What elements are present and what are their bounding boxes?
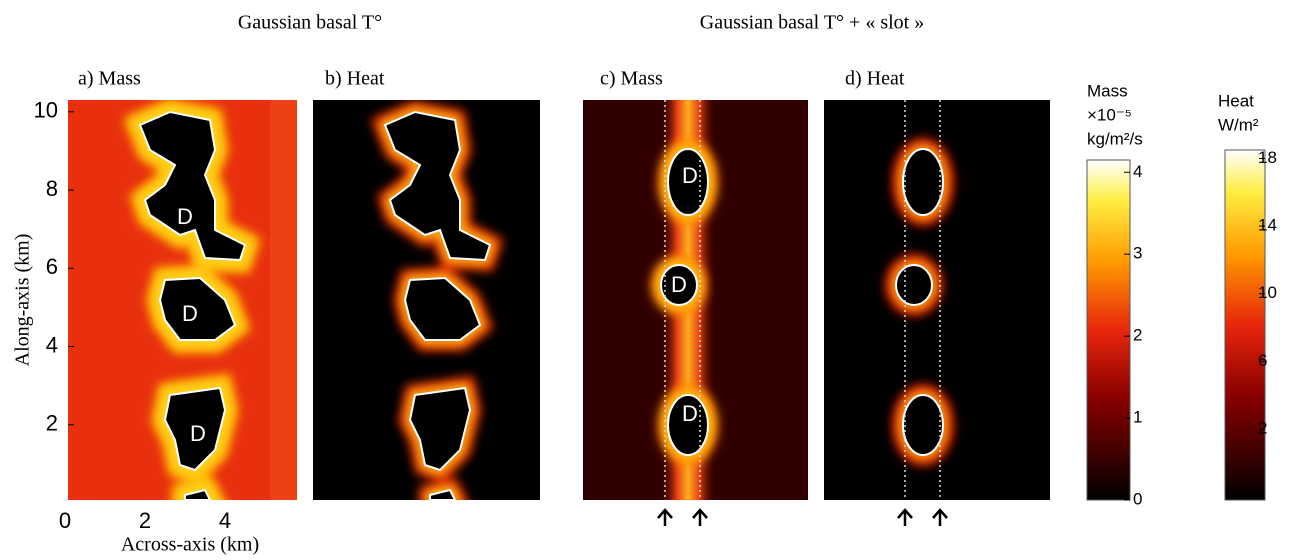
colorbar-title: Heat: [1218, 91, 1254, 110]
y-tick-label: 6: [46, 254, 58, 279]
x-tick-label: 0: [59, 508, 71, 533]
panel-b: [313, 100, 540, 500]
dome-label: D: [682, 163, 698, 188]
colorbar-tick-label: 3: [1133, 244, 1142, 263]
panel-d: [824, 100, 1050, 500]
colorbar-tick-label: 1: [1133, 408, 1142, 427]
x-tick-label: 4: [219, 508, 231, 533]
colorbar-tick-label: 6: [1258, 351, 1267, 370]
dome-label: D: [177, 204, 193, 229]
panel-label: c) Mass: [600, 68, 663, 90]
colorbar-tick-label: 2: [1258, 418, 1267, 437]
panel-label: d) Heat: [845, 68, 905, 90]
y-axis-label: Along-axis (km): [12, 234, 34, 367]
colorbar-heat: [1224, 149, 1266, 501]
colorbar-tick-label: 0: [1133, 489, 1142, 508]
colorbar-mass: [1086, 159, 1131, 501]
panel-label: b) Heat: [325, 68, 385, 90]
colorbar-tick-label: 10: [1258, 283, 1277, 302]
dome-label: D: [671, 272, 687, 297]
colorbar-title: Mass: [1087, 81, 1128, 100]
y-tick-label: 8: [46, 176, 58, 201]
colorbar-tick-label: 14: [1258, 216, 1277, 235]
colorbar-title: kg/m²/s: [1087, 129, 1143, 148]
colorbar-title: ×10⁻⁵: [1087, 105, 1132, 124]
dome-label: D: [190, 421, 206, 446]
dome-label: D: [182, 301, 198, 326]
arrows: [657, 508, 948, 526]
y-tick-label: 2: [46, 411, 58, 436]
panel-c: [583, 100, 808, 500]
panel-label: a) Mass: [78, 68, 141, 90]
y-tick-label: 10: [34, 98, 58, 123]
panel-a: [68, 100, 297, 500]
dome-label: D: [682, 401, 698, 426]
x-axis-label: Across-axis (km): [121, 534, 259, 556]
x-tick-label: 2: [139, 508, 151, 533]
colorbar-tick-label: 2: [1133, 326, 1142, 345]
header: Gaussian basal T° + « slot »: [700, 12, 924, 34]
colorbar-tick-label: 18: [1258, 148, 1277, 167]
header: Gaussian basal T°: [238, 12, 382, 34]
colorbar-tick-label: 4: [1133, 162, 1142, 181]
colorbar-title: W/m²: [1218, 115, 1259, 134]
y-tick-label: 4: [46, 332, 58, 357]
